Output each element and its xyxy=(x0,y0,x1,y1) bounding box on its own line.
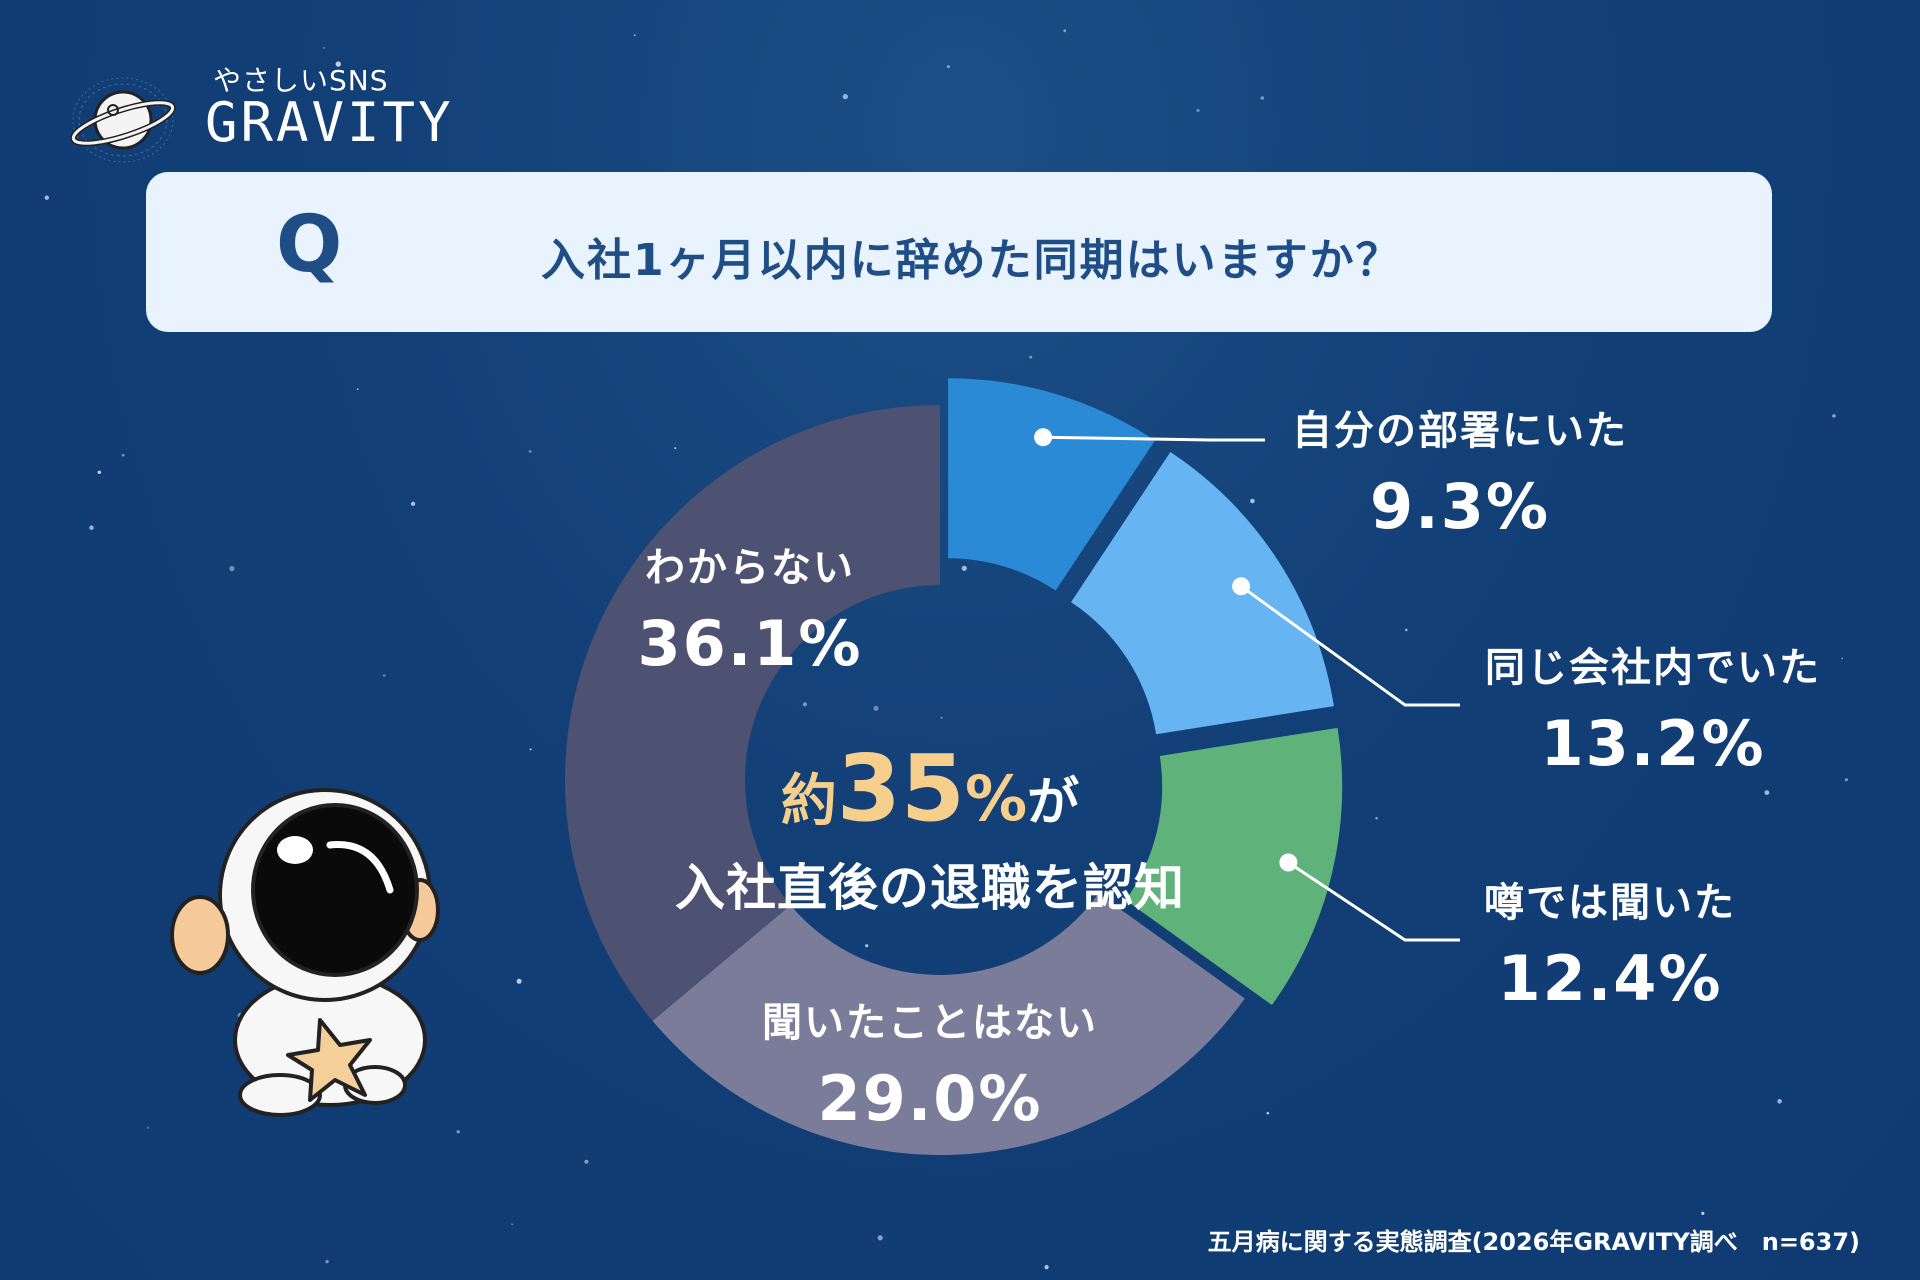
star-dot xyxy=(456,1130,460,1134)
star-dot xyxy=(1375,816,1378,820)
category-label: わからない xyxy=(645,545,855,591)
leader-line-1 xyxy=(1043,435,1265,442)
callout-suffix: が xyxy=(1027,773,1080,833)
callout-number: 35 xyxy=(836,735,965,842)
survey-footnote: 五月病に関する実態調査(2026年GRAVITY調べ n=637) xyxy=(1207,1228,1860,1256)
star-dot xyxy=(229,565,235,572)
star-dot xyxy=(44,195,49,200)
value-label: 29.0% xyxy=(817,1062,1043,1135)
star-dot xyxy=(873,705,879,711)
question-text: 入社1ヶ月以内に辞めた同期はいますか？ xyxy=(541,235,1402,286)
star-dot xyxy=(947,65,950,68)
star-dot xyxy=(89,525,94,530)
chart-center-callout: 約35%が 入社直後の退職を認知 xyxy=(640,735,1220,920)
callout-percent: % xyxy=(964,762,1028,835)
star-dot xyxy=(1250,498,1255,504)
callout-line-2: 入社直後の退職を認知 xyxy=(675,859,1185,917)
question-box: Q 入社1ヶ月以内に辞めた同期はいますか？ xyxy=(146,172,1772,332)
star-dot xyxy=(842,93,848,100)
star-dot xyxy=(674,447,677,450)
star-dot xyxy=(1063,29,1067,33)
star-dot xyxy=(511,1223,513,1225)
star-dot xyxy=(516,978,522,984)
donut-slice-1 xyxy=(948,378,1155,591)
label-slice-5: わからない 36.1% xyxy=(600,535,900,680)
donut-slice-5 xyxy=(565,405,940,1021)
callout-line-1: 約35%が xyxy=(640,735,1220,842)
category-label: 噂では聞いた xyxy=(1484,880,1736,926)
star-dot xyxy=(382,674,386,677)
label-slice-1: 自分の部署にいた 9.3% xyxy=(1270,398,1650,543)
star-dot xyxy=(97,470,102,474)
donut-slice-2 xyxy=(1071,452,1334,735)
callout-prefix: 約 xyxy=(780,769,837,834)
star-dot xyxy=(961,565,967,571)
astronaut-illustration xyxy=(170,788,440,1117)
star-dot xyxy=(940,716,943,719)
leader-line-3 xyxy=(1287,861,1460,942)
star-dot xyxy=(528,450,532,453)
star-dot xyxy=(877,1235,883,1241)
star-dot xyxy=(356,388,359,391)
leader-line-2 xyxy=(1240,585,1460,707)
star-dot xyxy=(1777,1099,1782,1104)
star-dot xyxy=(1044,1265,1049,1270)
star-dot xyxy=(850,647,852,650)
label-slice-2: 同じ会社内でいた 13.2% xyxy=(1468,635,1838,780)
donut-slice-3 xyxy=(1125,727,1343,1006)
value-label: 9.3% xyxy=(1370,470,1550,543)
star-dot xyxy=(1260,96,1265,100)
star-dot xyxy=(633,34,636,37)
star-dot xyxy=(953,897,958,902)
star-dot xyxy=(584,1159,589,1164)
star-dot xyxy=(1715,726,1718,729)
star-dot xyxy=(1266,1111,1270,1115)
star-dot xyxy=(147,1126,150,1129)
star-dot xyxy=(1029,355,1033,359)
star-dot xyxy=(335,61,341,67)
star-dot xyxy=(1701,1211,1705,1215)
leader-dot-1 xyxy=(1034,428,1053,447)
planet-icon xyxy=(70,77,176,163)
leader-dot-3 xyxy=(1279,853,1298,872)
star-dot xyxy=(1540,526,1542,529)
star-dot xyxy=(1405,628,1408,632)
category-label: 同じ会社内でいた xyxy=(1485,645,1821,691)
question-mark: Q xyxy=(276,200,343,290)
star-dot xyxy=(865,944,869,948)
star-dot xyxy=(529,748,532,751)
category-label: 自分の部署にいた xyxy=(1292,408,1628,454)
logo-subtitle: やさしいSNS xyxy=(213,64,389,97)
star-dot xyxy=(1841,657,1844,660)
star-dot xyxy=(1832,414,1836,418)
star-dot xyxy=(1196,108,1200,113)
star-dot xyxy=(121,453,125,457)
logo-title: GRAVITY xyxy=(205,91,454,154)
label-slice-3: 噂では聞いた 12.4% xyxy=(1460,870,1760,1015)
label-slice-4: 聞いたことはない 29.0% xyxy=(730,990,1130,1135)
star-dot xyxy=(1844,778,1848,782)
value-label: 13.2% xyxy=(1540,707,1766,780)
star-dot xyxy=(1764,790,1770,795)
star-dot xyxy=(325,1259,329,1264)
leader-dot-2 xyxy=(1232,577,1251,596)
value-label: 36.1% xyxy=(637,607,863,680)
gravity-logo: やさしいSNS GRAVITY xyxy=(65,55,451,165)
star-dot xyxy=(802,702,808,707)
category-label: 聞いたことはない xyxy=(762,1000,1098,1046)
value-label: 12.4% xyxy=(1497,942,1723,1015)
star-dot xyxy=(322,46,325,49)
star-dot xyxy=(410,501,416,506)
donut-slice-4 xyxy=(652,893,1245,1155)
